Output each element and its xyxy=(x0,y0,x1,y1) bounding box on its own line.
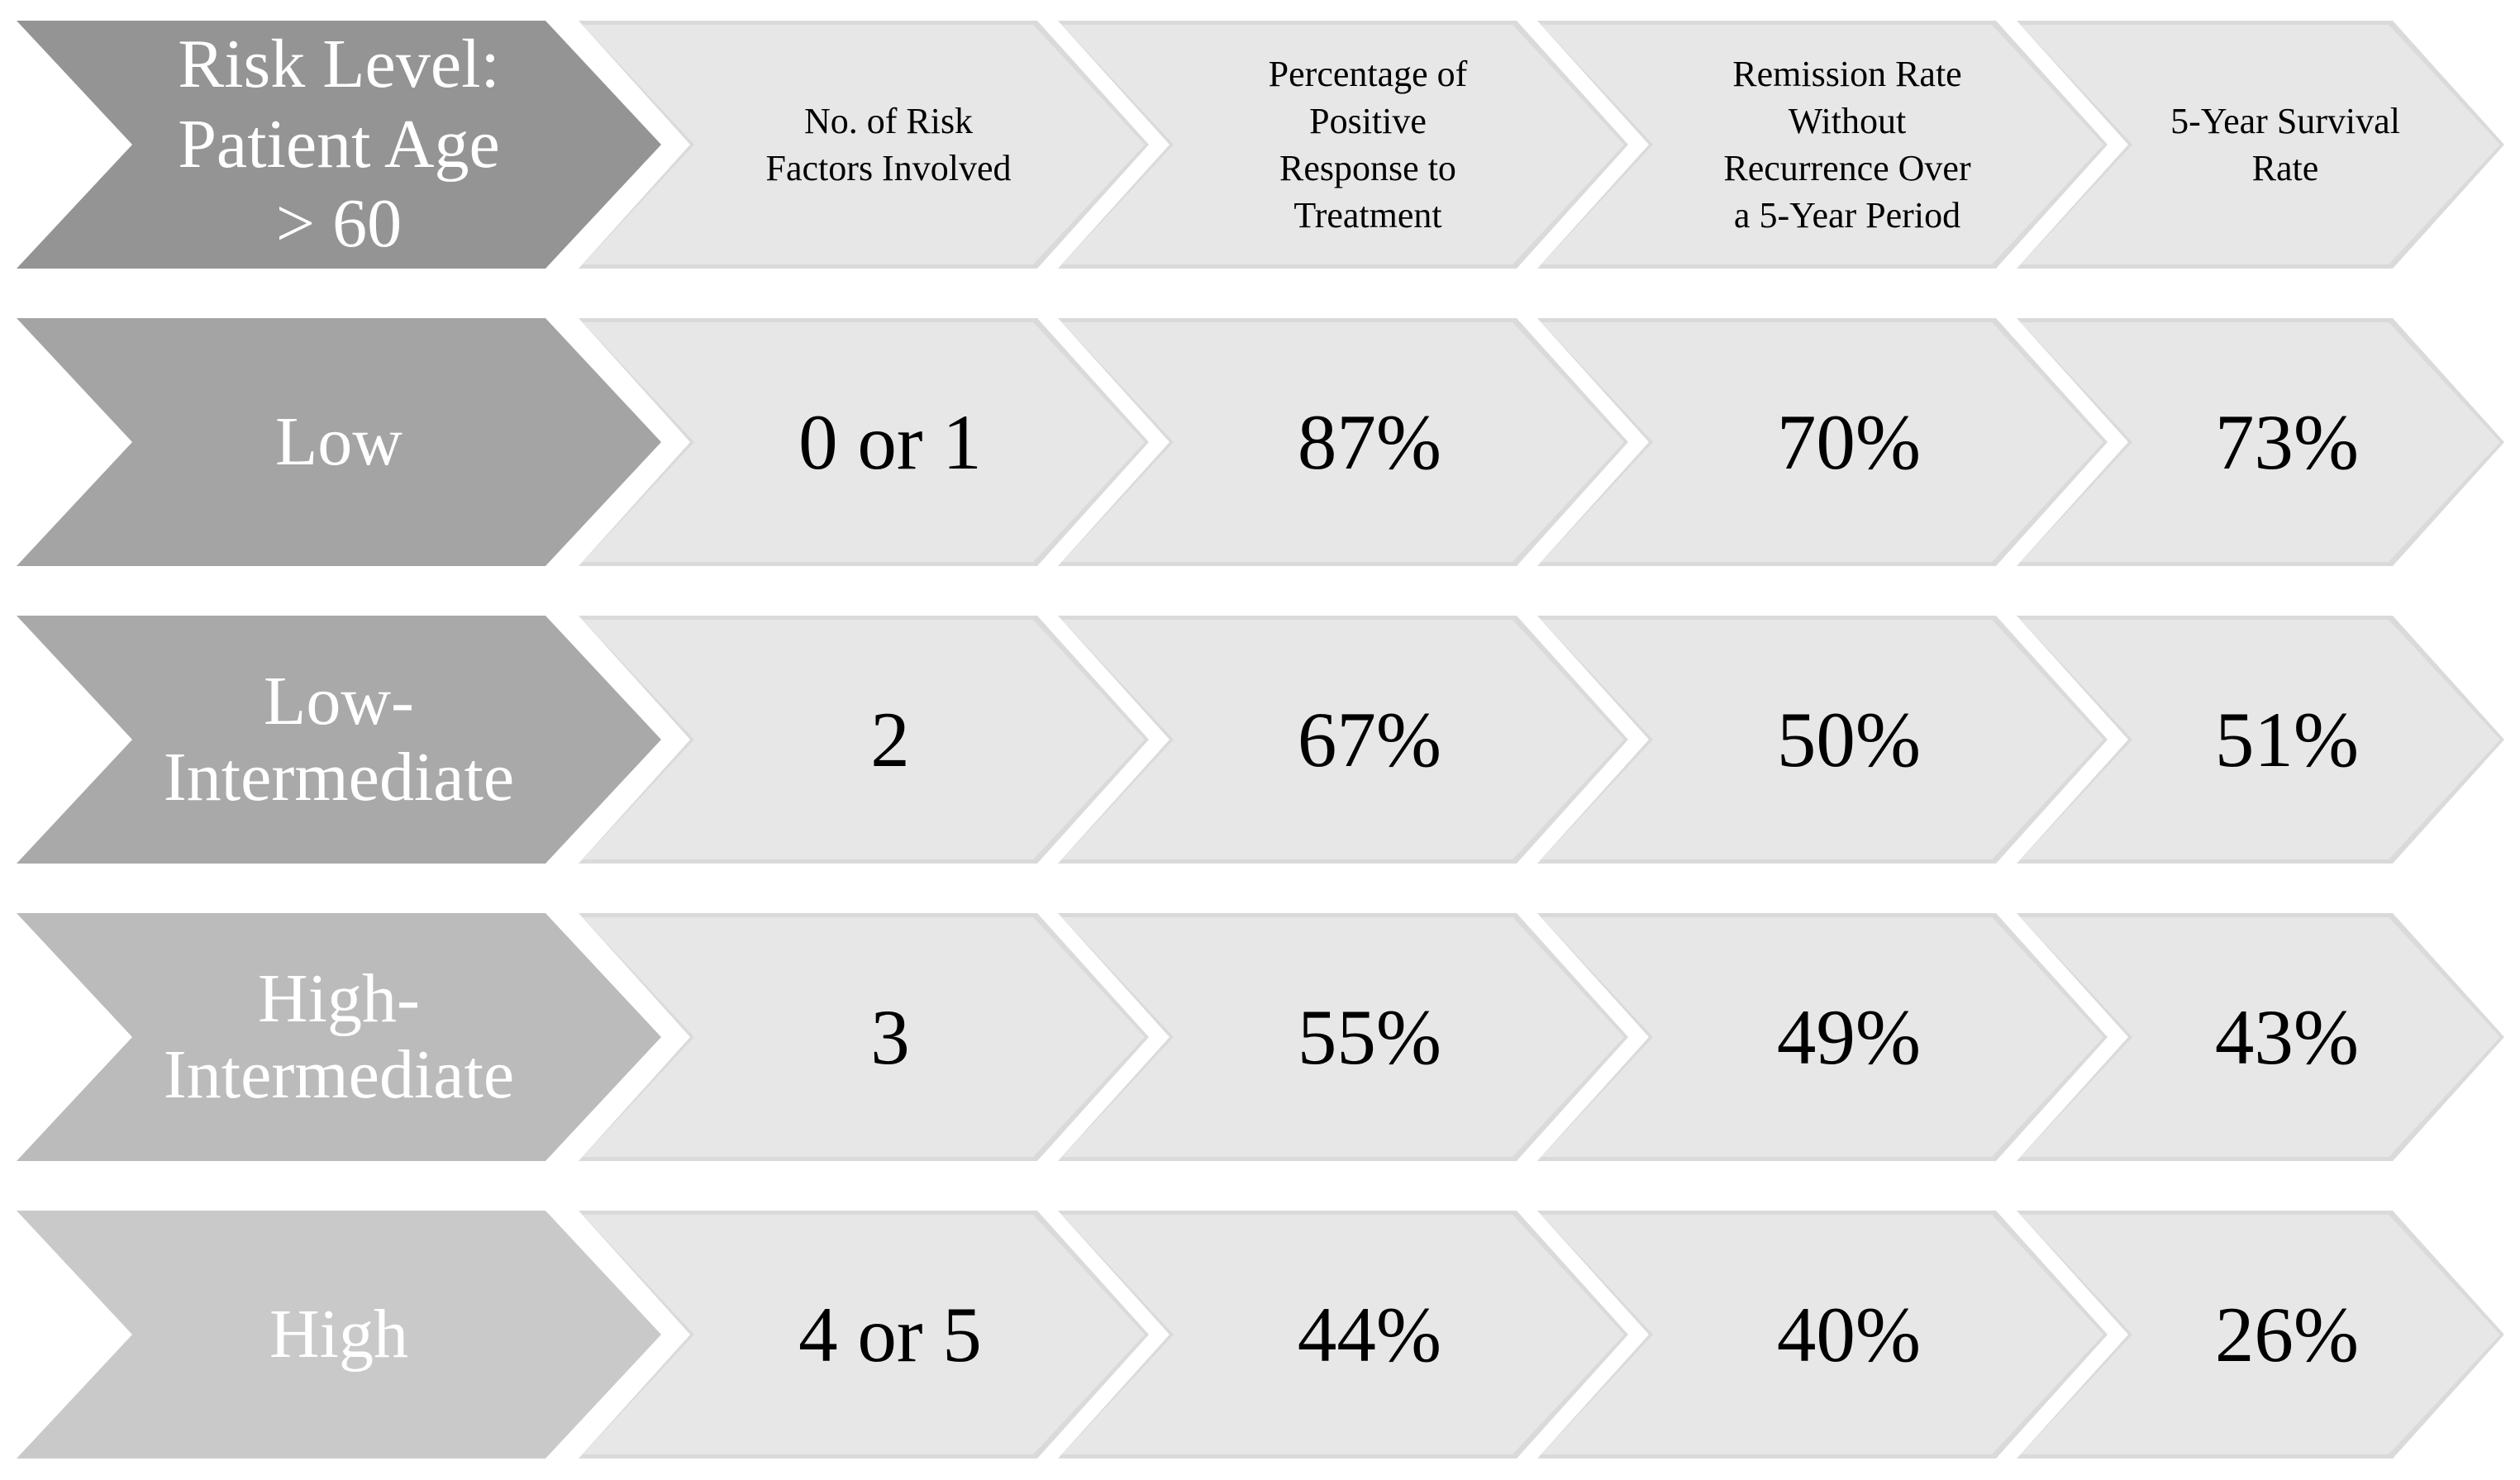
label-line: Intermediate xyxy=(163,1036,515,1113)
value-text: 40% xyxy=(1776,1291,1922,1378)
row-label-arrow-low: Low xyxy=(17,318,661,566)
data-row-low-intermediate: Low- Intermediate 2 67% 50% 51% xyxy=(0,616,2520,864)
label-line: Intermediate xyxy=(163,739,515,816)
value-arrow-survival-rate: 51% xyxy=(2017,616,2504,864)
header-line: 5-Year Survival xyxy=(2170,100,2400,141)
value-arrow-remission-rate: 70% xyxy=(1537,318,2108,566)
value-text: 0 or 1 xyxy=(798,398,982,486)
data-row-high: High 4 or 5 44% 40% 26% xyxy=(0,1211,2520,1459)
header-line: Remission Rate xyxy=(1732,53,1962,94)
value-text: 51% xyxy=(2214,696,2360,783)
row-label-text: High xyxy=(269,1297,408,1373)
header-row: Risk Level: Patient Age > 60 No. of Risk… xyxy=(0,21,2520,269)
risk-title-arrow: Risk Level: Patient Age > 60 xyxy=(17,21,661,269)
row-label-text: Low- Intermediate xyxy=(164,664,514,816)
column-header-arrow-no-of-risk-factors: No. of Risk Factors Involved xyxy=(579,21,1149,269)
risk-title-text: Risk Level: Patient Age > 60 xyxy=(178,25,500,264)
value-text: 87% xyxy=(1297,398,1442,486)
column-header-arrow-positive-response: Percentage of Positive Response to Treat… xyxy=(1058,21,1628,269)
column-header-text: 5-Year Survival Rate xyxy=(2121,98,2400,192)
title-line: > 60 xyxy=(275,185,403,263)
value-arrow-risk-factors: 0 or 1 xyxy=(579,318,1149,566)
value-arrow-risk-factors: 3 xyxy=(579,913,1149,1161)
column-header-text: No. of Risk Factors Involved xyxy=(717,98,1012,192)
value-text: 50% xyxy=(1776,696,1922,783)
header-line: a 5-Year Period xyxy=(1733,195,1961,236)
label-line: Low xyxy=(275,402,403,480)
header-line: Treatment xyxy=(1293,195,1442,236)
header-line: Rate xyxy=(2251,148,2319,188)
value-text: 55% xyxy=(1297,993,1442,1081)
header-line: Response to xyxy=(1279,148,1456,188)
value-text: 4 or 5 xyxy=(798,1291,982,1378)
value-text: 26% xyxy=(2214,1291,2360,1378)
header-line: Percentage of xyxy=(1268,53,1468,94)
data-row-high-intermediate: High- Intermediate 3 55% 49% 43% xyxy=(0,913,2520,1161)
value-arrow-risk-factors: 4 or 5 xyxy=(579,1211,1149,1459)
value-text: 3 xyxy=(870,993,910,1081)
column-header-text: Percentage of Positive Response to Treat… xyxy=(1219,50,1468,240)
value-text: 70% xyxy=(1776,398,1922,486)
label-line: Low- xyxy=(264,662,414,740)
value-text: 44% xyxy=(1297,1291,1442,1378)
row-label-arrow-high: High xyxy=(17,1211,661,1459)
value-text: 49% xyxy=(1776,993,1922,1081)
value-arrow-risk-factors: 2 xyxy=(579,616,1149,864)
row-label-arrow-high-intermediate: High- Intermediate xyxy=(17,913,661,1161)
value-text: 43% xyxy=(2214,993,2360,1081)
header-line: No. of Risk xyxy=(803,100,974,141)
row-label-arrow-low-intermediate: Low- Intermediate xyxy=(17,616,661,864)
row-label-text: High- Intermediate xyxy=(164,961,514,1114)
value-arrow-response-rate: 44% xyxy=(1058,1211,1628,1459)
value-text: 67% xyxy=(1297,696,1442,783)
header-line: Recurrence Over xyxy=(1723,148,1971,188)
label-line: High xyxy=(269,1295,408,1373)
value-text: 73% xyxy=(2214,398,2360,486)
header-line: Without xyxy=(1788,100,1907,141)
header-line: Positive xyxy=(1309,100,1427,141)
label-line: High- xyxy=(258,959,420,1037)
title-line: Patient Age xyxy=(178,105,500,183)
title-line: Risk Level: xyxy=(178,26,500,103)
header-line: Factors Involved xyxy=(765,148,1012,188)
value-text: 2 xyxy=(870,696,910,783)
data-row-low: Low 0 or 1 87% 70% 73% xyxy=(0,318,2520,566)
row-label-text: Low xyxy=(275,404,403,480)
column-header-text: Remission Rate Without Recurrence Over a… xyxy=(1674,50,1970,240)
